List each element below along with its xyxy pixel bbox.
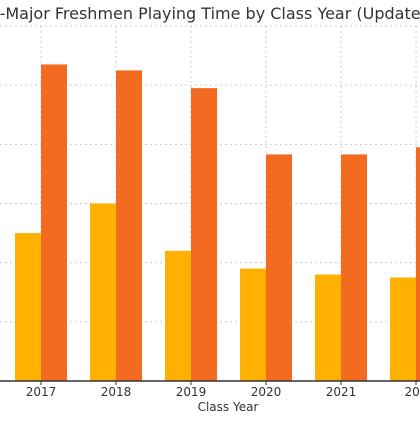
- bar: [341, 154, 367, 381]
- bar: [165, 250, 191, 381]
- x-axis: 2017 2018 2019 2020 2021 202: [0, 380, 420, 399]
- bar: [116, 70, 142, 381]
- bar: [240, 268, 266, 381]
- bar: [15, 233, 41, 381]
- x-tick-label: 202: [405, 385, 420, 399]
- bars: [15, 64, 420, 381]
- x-tick-label: 2018: [101, 385, 132, 399]
- bar: [41, 64, 67, 381]
- bar: [315, 274, 341, 381]
- x-tick-label: 2017: [26, 385, 57, 399]
- x-tick-label: 2021: [326, 385, 357, 399]
- bar: [266, 154, 292, 381]
- x-tick-label: 2019: [176, 385, 207, 399]
- x-axis-label: Class Year: [198, 400, 259, 414]
- bar: [416, 147, 420, 381]
- bar: [191, 88, 217, 381]
- bar: [390, 277, 416, 381]
- x-tick-label: 2020: [251, 385, 282, 399]
- bar: [90, 203, 116, 381]
- chart-title: h-Major Freshmen Playing Time by Class Y…: [0, 4, 420, 23]
